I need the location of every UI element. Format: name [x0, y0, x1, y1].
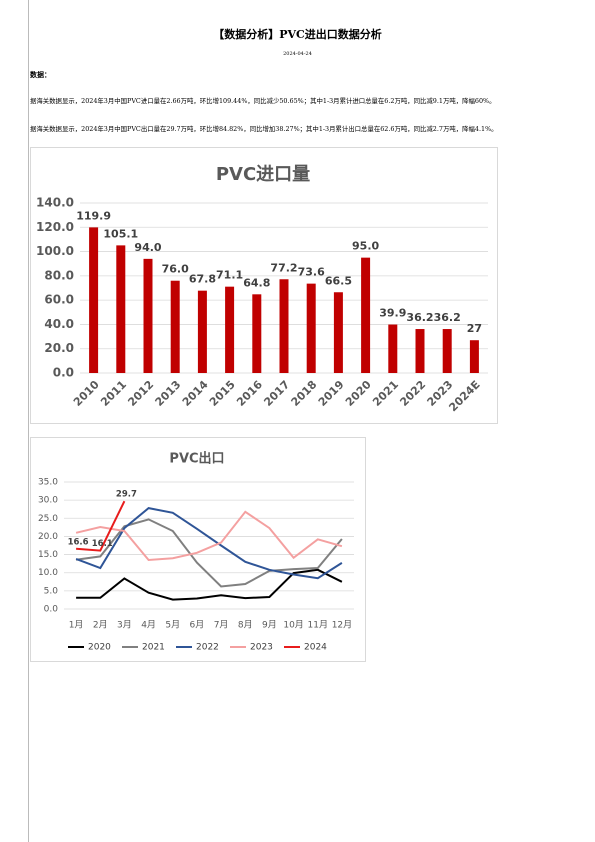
x-tick-label: 9月 — [262, 620, 277, 631]
data-label: 76.0 — [162, 263, 189, 276]
chart-title: PVC出口 — [169, 451, 224, 467]
legend-label: 2024 — [304, 643, 327, 653]
x-tick-label: 3月 — [117, 620, 132, 631]
chart-title: PVC进口量 — [216, 163, 310, 185]
bar — [143, 258, 153, 373]
data-label: 94.0 — [134, 241, 161, 254]
data-label: 71.1 — [216, 269, 243, 282]
page-border — [28, 0, 29, 842]
bar — [279, 279, 289, 373]
data-label: 67.8 — [189, 273, 216, 286]
data-label: 64.8 — [243, 276, 270, 289]
series-line — [75, 510, 343, 562]
x-tick-label: 7月 — [214, 620, 229, 631]
data-label: 77.2 — [270, 261, 297, 274]
bar — [469, 340, 479, 373]
bar — [333, 292, 343, 373]
legend-label: 2023 — [250, 643, 273, 653]
bar — [225, 286, 235, 373]
x-tick-label: 4月 — [141, 620, 156, 631]
data-label: 73.6 — [298, 266, 325, 279]
data-label: 36.2 — [406, 311, 433, 324]
bar — [116, 245, 126, 373]
data-label: 39.9 — [379, 307, 406, 320]
title: 【数据分析】PVC进出口数据分析 — [213, 28, 382, 41]
y-tick-label: 20.0 — [38, 532, 58, 542]
export-chart: PVC出口 0.0 5.0 10.0 15.0 20.0 25.0 30.0 35.0 1月 2月 3… — [30, 437, 366, 662]
y-tick-label: 20.0 — [44, 341, 74, 355]
y-tick-label: 100.0 — [36, 244, 74, 258]
y-tick-label: 25.0 — [38, 514, 58, 524]
import-chart: PVC进口量 0.0 20.0 40.0 60.0 80.0 100.0 120.0 140.0… — [30, 147, 498, 424]
data-label: 119.9 — [76, 209, 111, 222]
y-tick-label: 120.0 — [36, 220, 74, 234]
data-label: 36.2 — [434, 311, 461, 324]
bar — [415, 329, 425, 373]
y-tick-label: 5.0 — [44, 586, 59, 596]
data-label: 27 — [467, 322, 482, 335]
bar — [306, 283, 316, 373]
series-line — [76, 568, 343, 601]
y-tick-label: 140.0 — [36, 196, 74, 210]
bar — [252, 294, 262, 373]
x-tick-label: 12月 — [332, 620, 352, 631]
x-tick-label: 8月 — [238, 620, 253, 631]
legend-label: 2022 — [196, 643, 219, 653]
y-tick-label: 10.0 — [38, 568, 58, 578]
y-tick-label: 0.0 — [53, 366, 74, 380]
bar — [442, 329, 452, 373]
chart-frame — [30, 147, 498, 424]
date: 2024-04-24 — [283, 51, 312, 57]
y-tick-label: 0.0 — [44, 605, 59, 615]
x-tick-label: 5月 — [165, 620, 180, 631]
y-tick-label: 15.0 — [38, 550, 58, 560]
data-label: 29.7 — [116, 490, 137, 500]
y-tick-label: 80.0 — [44, 268, 74, 282]
series-line — [75, 507, 343, 580]
bar — [361, 257, 371, 373]
x-tick-label: 1月 — [69, 620, 84, 631]
paragraph: 据海关数据显示，2024年3月中国PVC进口量在2.66万吨，环比增109.44… — [30, 97, 496, 105]
legend-label: 2020 — [88, 643, 111, 653]
bar — [89, 227, 99, 373]
label: 数据： — [30, 70, 51, 79]
paragraph: 据海关数据显示，2024年3月中国PVC出口量在29.7万吨，环比增84.82%… — [30, 125, 498, 133]
y-tick-label: 60.0 — [44, 293, 74, 307]
data-label: 95.0 — [352, 240, 379, 253]
y-tick-label: 30.0 — [38, 496, 58, 506]
data-label: 66.5 — [325, 274, 352, 287]
x-tick-label: 10月 — [283, 620, 303, 631]
x-tick-label: 6月 — [190, 620, 205, 631]
x-tick-label: 2月 — [93, 620, 108, 631]
bar — [388, 324, 398, 373]
legend-label: 2021 — [142, 643, 165, 653]
data-label: 105.1 — [103, 227, 138, 240]
bar — [197, 290, 207, 373]
series-line — [76, 500, 126, 552]
bar — [170, 280, 180, 373]
y-tick-label: 40.0 — [44, 317, 74, 331]
data-label: 16.6 — [68, 537, 89, 547]
x-tick-label: 11月 — [308, 620, 328, 631]
y-tick-label: 35.0 — [38, 478, 58, 488]
data-label: 16.1 — [92, 539, 113, 549]
